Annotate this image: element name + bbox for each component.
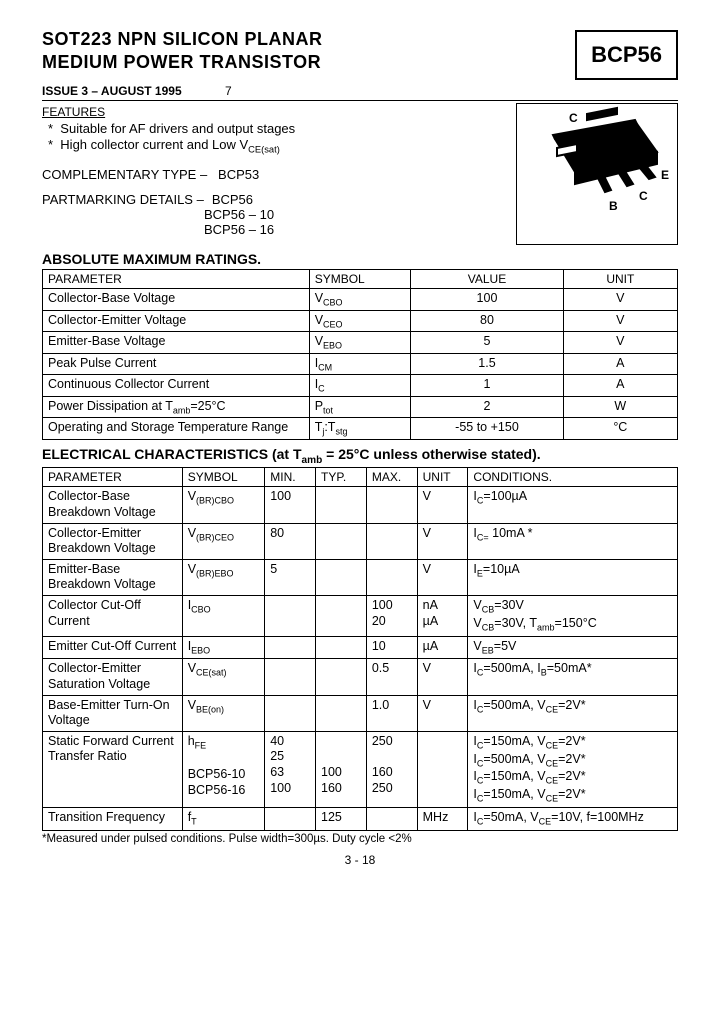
footnote: *Measured under pulsed conditions. Pulse… — [42, 833, 678, 845]
title-line1: SOT223 NPN SILICON PLANAR — [42, 28, 323, 51]
feature-2: * High collector current and Low VCE(sat… — [42, 137, 506, 155]
table-row: Emitter-Base Breakdown VoltageV(BR)EBO5V… — [43, 559, 678, 595]
amr-table: PARAMETER SYMBOL VALUE UNIT Collector-Ba… — [42, 269, 678, 440]
table-row: Collector-Emitter VoltageVCEO80V — [43, 310, 678, 332]
table-row: Continuous Collector CurrentIC1A — [43, 375, 678, 397]
sot223-icon: C E C B — [517, 104, 677, 244]
part-number-box: BCP56 — [575, 30, 678, 80]
issue-text: ISSUE 3 – AUGUST 1995 — [42, 84, 182, 98]
table-row: Collector-Emitter Saturation VoltageVCE(… — [43, 659, 678, 695]
header: SOT223 NPN SILICON PLANAR MEDIUM POWER T… — [42, 28, 678, 80]
pin-c-label: C — [569, 111, 578, 125]
table-row: Base-Emitter Turn-On VoltageVBE(on)1.0VI… — [43, 695, 678, 731]
features-label: FEATURES — [42, 105, 506, 119]
table-row: Transition FrequencyfT125MHzIC=50mA, VCE… — [43, 807, 678, 830]
amr-header-row: PARAMETER SYMBOL VALUE UNIT — [43, 270, 678, 289]
table-row: Peak Pulse CurrentICM1.5A — [43, 353, 678, 375]
complementary-line: COMPLEMENTARY TYPE – BCP53 — [42, 167, 506, 182]
table-row: Collector-Emitter Breakdown VoltageV(BR)… — [43, 523, 678, 559]
issue-extra: 7 — [225, 84, 232, 98]
feature-1: * Suitable for AF drivers and output sta… — [42, 121, 506, 136]
table-row: Collector-Base VoltageVCBO100V — [43, 289, 678, 311]
title-block: SOT223 NPN SILICON PLANAR MEDIUM POWER T… — [42, 28, 323, 73]
ec-heading: ELECTRICAL CHARACTERISTICS (at Tamb = 25… — [42, 446, 678, 466]
pin-e-label: E — [661, 168, 669, 182]
datasheet-page: SOT223 NPN SILICON PLANAR MEDIUM POWER T… — [0, 0, 720, 887]
features-area: FEATURES * Suitable for AF drivers and o… — [42, 103, 678, 245]
features-text: FEATURES * Suitable for AF drivers and o… — [42, 103, 506, 245]
pin-b-label: B — [609, 199, 618, 213]
title-line2: MEDIUM POWER TRANSISTOR — [42, 51, 323, 74]
issue-line: ISSUE 3 – AUGUST 1995 7 — [42, 84, 678, 101]
table-row: Emitter Cut-Off CurrentIEBO10µAVEB=5V — [43, 636, 678, 659]
ec-table: PARAMETER SYMBOL MIN. TYP. MAX. UNIT CON… — [42, 467, 678, 830]
table-row: Collector Cut-Off CurrentICBO10020nAµAVC… — [43, 596, 678, 637]
table-row: Operating and Storage Temperature RangeT… — [43, 418, 678, 440]
table-row: Static Forward Current Transfer RatiohFE… — [43, 731, 678, 807]
marking-block: PARTMARKING DETAILS –BCP56 BCP56 – 10 BC… — [42, 192, 506, 237]
pin-c2-label: C — [639, 189, 648, 203]
table-row: Emitter-Base VoltageVEBO5V — [43, 332, 678, 354]
page-number: 3 - 18 — [42, 853, 678, 867]
table-row: Collector-Base Breakdown VoltageV(BR)CBO… — [43, 487, 678, 523]
ec-header-row: PARAMETER SYMBOL MIN. TYP. MAX. UNIT CON… — [43, 468, 678, 487]
package-diagram: C E C B — [516, 103, 678, 245]
amr-heading: ABSOLUTE MAXIMUM RATINGS. — [42, 251, 678, 267]
table-row: Power Dissipation at Tamb=25°CPtot2W — [43, 396, 678, 418]
